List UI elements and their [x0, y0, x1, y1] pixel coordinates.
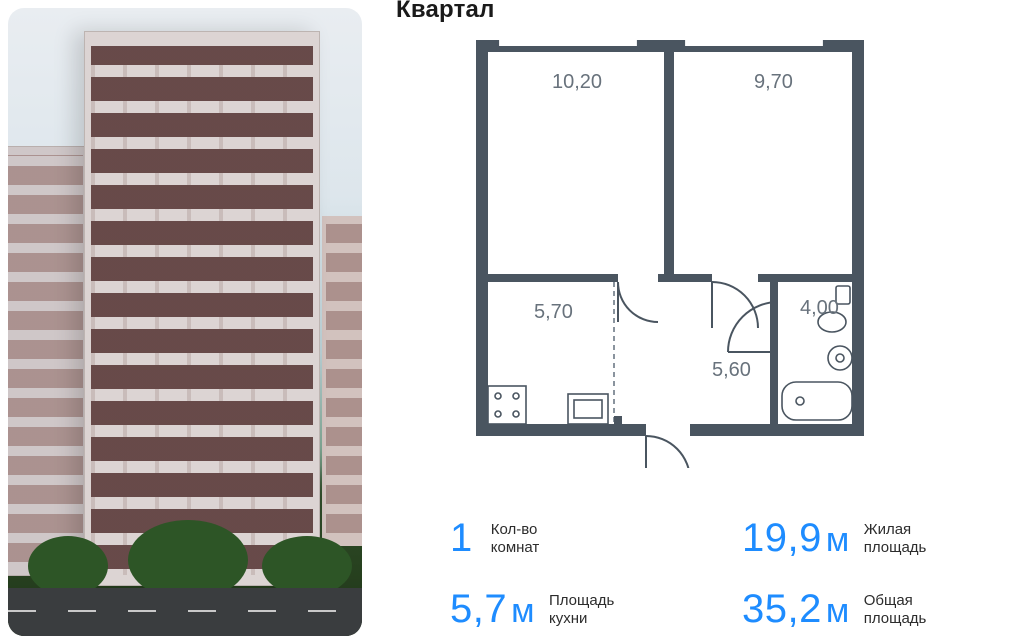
- stat-kitchen-label: Площадькухни: [549, 592, 614, 628]
- stats-grid: 1 Кол-вокомнат 19,9м Жилаяплощадь 5,7м П…: [450, 516, 994, 632]
- stat-rooms-label: Кол-вокомнат: [491, 521, 540, 557]
- listing-card: Квартал: [0, 0, 1024, 644]
- stat-kitchen-area: 5,7м Площадькухни: [450, 587, 702, 632]
- area-hall: 5,60: [712, 359, 751, 381]
- area-bedroom: 9,70: [754, 71, 793, 93]
- stat-total-unit: м: [826, 592, 850, 630]
- photo-column: [0, 0, 370, 644]
- stat-total-area: 35,2м Общаяплощадь: [742, 587, 994, 632]
- info-column: Квартал: [370, 0, 1024, 644]
- stat-total-label: Общаяплощадь: [864, 592, 927, 628]
- stat-rooms: 1 Кол-вокомнат: [450, 516, 702, 561]
- floorplan[interactable]: 10,20 9,70 5,70 5,60 4,00: [454, 18, 902, 468]
- area-living: 10,20: [552, 71, 602, 93]
- area-kitchen: 5,70: [534, 301, 573, 323]
- stat-living-unit: м: [826, 521, 850, 559]
- stat-total-value: 35,2: [742, 587, 822, 631]
- stat-living-label: Жилаяплощадь: [864, 521, 927, 557]
- stat-kitchen-value: 5,7: [450, 587, 507, 631]
- stat-rooms-value: 1: [450, 516, 473, 560]
- building-render[interactable]: [8, 8, 362, 636]
- stat-living-value: 19,9: [742, 516, 822, 560]
- stat-kitchen-unit: м: [511, 592, 535, 630]
- area-bath: 4,00: [800, 297, 839, 319]
- stat-living-area: 19,9м Жилаяплощадь: [742, 516, 994, 561]
